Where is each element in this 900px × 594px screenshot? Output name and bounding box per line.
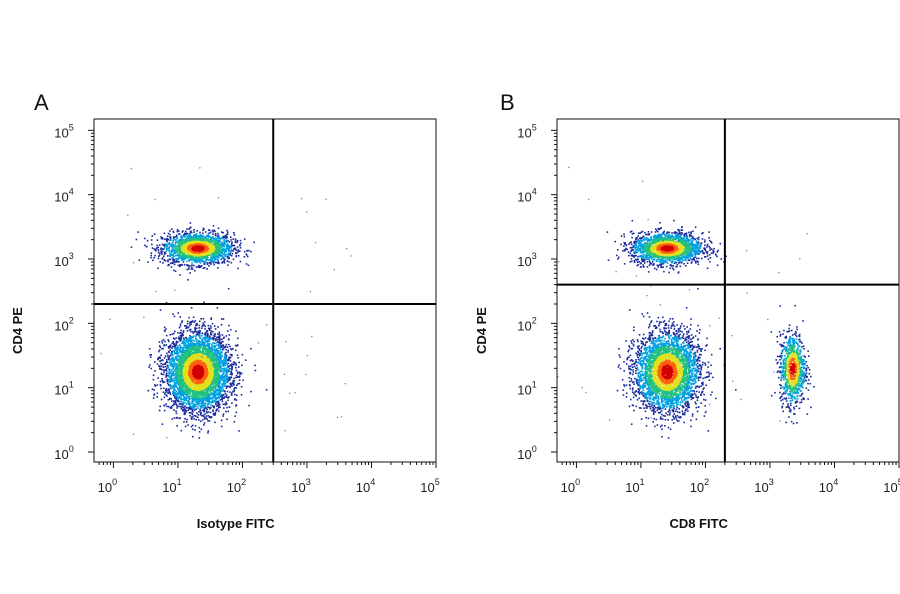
plot-frame — [556, 118, 900, 463]
y-tick-label: 103 — [54, 251, 73, 269]
population-0 — [130, 222, 255, 281]
y-tick-label: 100 — [54, 444, 73, 462]
x-tick-label: 100 — [98, 477, 117, 495]
outlier-events — [557, 166, 808, 422]
population-1 — [616, 287, 737, 439]
x-tick-label: 103 — [754, 477, 773, 495]
population-2 — [770, 304, 815, 425]
x-tick-label: 104 — [819, 477, 838, 495]
panel-a: A 100 101 102 103 104 105 100 101 102 103 104 105 Iso… — [10, 90, 440, 531]
y-tick-label: 103 — [517, 251, 536, 269]
panel-letter: B — [500, 90, 515, 115]
plot-frame — [93, 118, 437, 463]
population-1 — [147, 287, 268, 439]
x-tick-label: 102 — [227, 477, 246, 495]
outlier-events — [100, 167, 352, 439]
x-axis-title: Isotype FITC — [197, 516, 276, 531]
x-tick-label: 105 — [883, 477, 900, 495]
x-tick-label: 105 — [420, 477, 439, 495]
y-tick-label: 101 — [54, 380, 73, 398]
y-axis-title: CD4 PE — [10, 307, 25, 354]
x-tick-label: 104 — [356, 477, 375, 495]
x-tick-label: 100 — [561, 477, 580, 495]
x-tick-label: 101 — [162, 477, 181, 495]
x-axis-title: CD8 FITC — [669, 516, 728, 531]
y-tick-label: 101 — [517, 380, 536, 398]
y-tick-label: 102 — [54, 315, 73, 333]
event-density-cloud — [100, 167, 352, 439]
y-tick-label: 105 — [517, 122, 536, 140]
y-tick-label: 105 — [54, 122, 73, 140]
y-axis-title: CD4 PE — [474, 307, 489, 354]
y-tick-label: 100 — [517, 444, 536, 462]
y-tick-label: 104 — [517, 187, 536, 205]
x-tick-label: 102 — [690, 477, 709, 495]
population-0 — [606, 219, 727, 274]
y-tick-label: 102 — [517, 315, 536, 333]
x-tick-label: 103 — [291, 477, 310, 495]
y-tick-label: 104 — [54, 187, 73, 205]
panel-b: B 100 101 102 103 104 105 100 101 102 103 104 105 CD8… — [474, 90, 900, 531]
panel-letter: A — [34, 90, 49, 115]
event-density-cloud — [557, 166, 815, 439]
x-tick-label: 101 — [625, 477, 644, 495]
